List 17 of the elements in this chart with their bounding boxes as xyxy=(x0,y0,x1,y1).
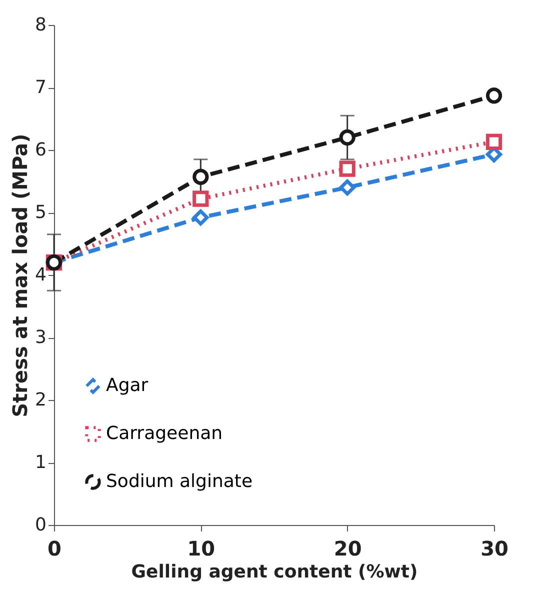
y-tick-label: 6 xyxy=(35,140,46,160)
y-tick-label: 7 xyxy=(35,77,46,98)
x-tick-label: 10 xyxy=(187,536,216,560)
x-tick-label: 30 xyxy=(480,536,508,560)
y-tick-label: 3 xyxy=(35,327,46,348)
x-tick-label: 20 xyxy=(334,536,362,560)
legend-label: Agar xyxy=(106,375,149,396)
y-tick-label: 8 xyxy=(35,14,46,36)
y-tick-label: 4 xyxy=(35,264,46,286)
y-tick-label: 1 xyxy=(35,452,46,473)
legend-label: Carrageenan xyxy=(106,423,223,444)
y-axis-title: Stress at max load (MPa) xyxy=(8,134,32,418)
y-tick-label: 0 xyxy=(35,514,46,536)
y-tick-label: 2 xyxy=(35,390,46,410)
x-axis-title: Gelling agent content (%wt) xyxy=(131,562,418,582)
legend-label: Sodium alginate xyxy=(106,471,253,492)
y-tick-label: 5 xyxy=(35,202,46,223)
